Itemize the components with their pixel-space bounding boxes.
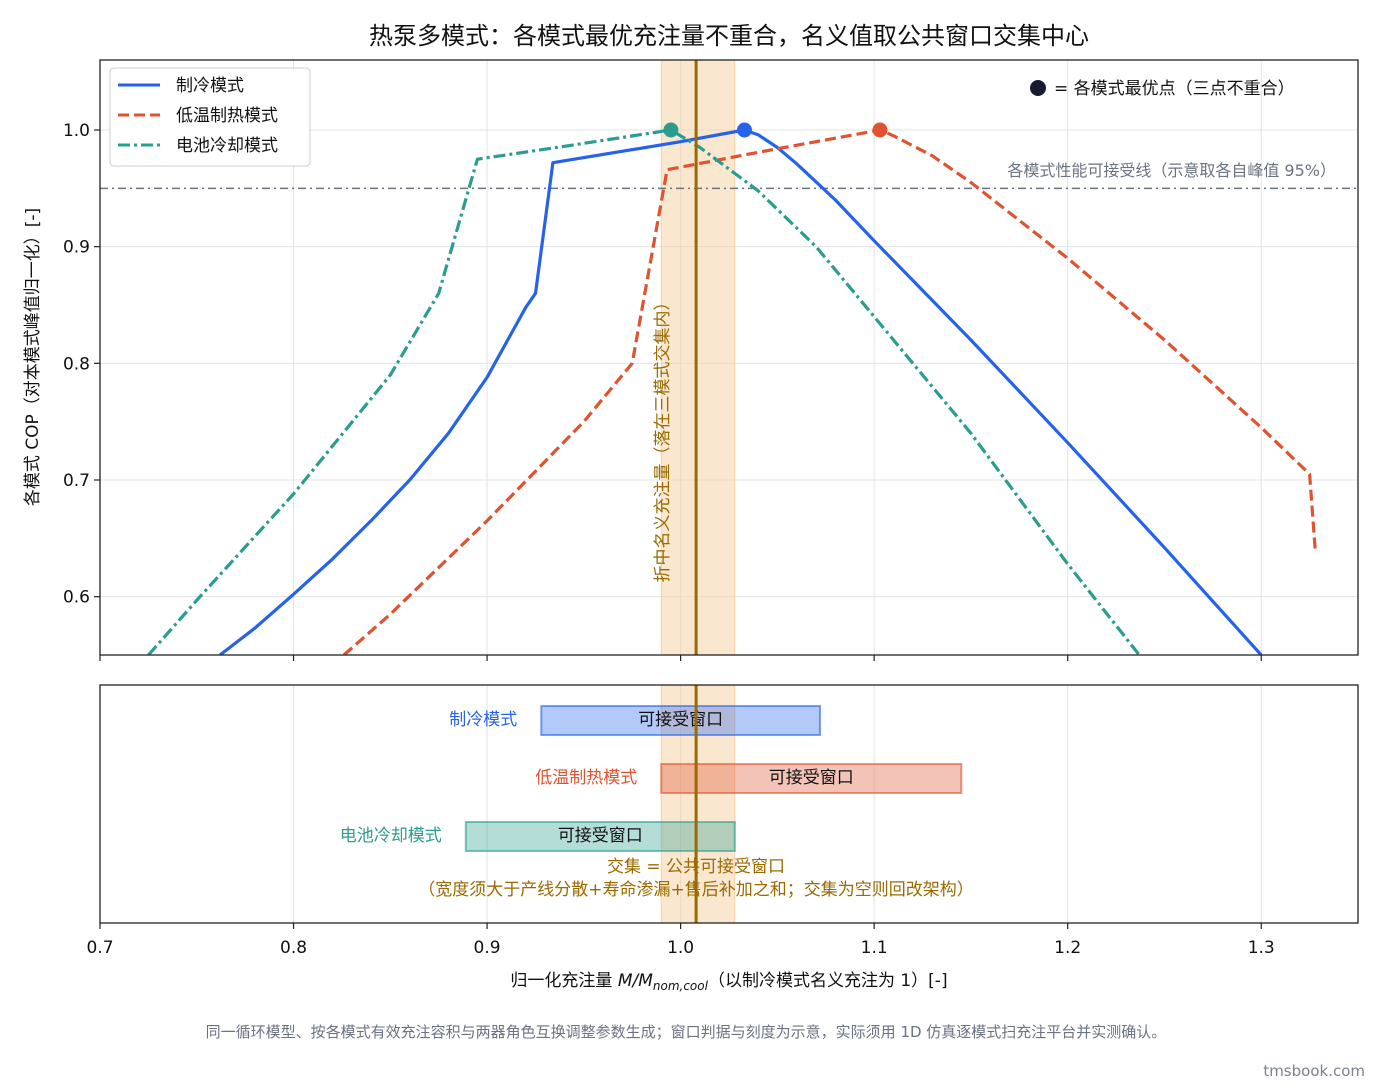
x-tick-label-0: 0.7 (86, 938, 113, 958)
optimum-cooling (736, 122, 752, 138)
curve-cooling (219, 128, 1263, 655)
legend-label-battery: 电池冷却模式 (176, 136, 278, 156)
intersection-band-bottom (660, 685, 736, 923)
window-bar-heating (660, 763, 963, 794)
nominal-label: 折中名义充注量（落在三模式交集内） (653, 294, 673, 583)
top-y-axis-label: 各模式 COP（对本模式峰值归一化）[-] (23, 208, 43, 506)
bottom-axes-frame (99, 684, 1359, 924)
watermark: tmsbook.com (1263, 1062, 1365, 1080)
window-label-cooling: 可接受窗口 (638, 710, 723, 730)
y-tick-label-2: 0.8 (63, 354, 90, 374)
window-mode-label-battery: 电池冷却模式 (340, 826, 442, 846)
footnote: 同一循环模型、按各模式有效充注容积与两器角色互换调整参数生成；窗口判据与刻度为示… (206, 1023, 1167, 1041)
x-tick-label-5: 1.2 (1054, 938, 1081, 958)
intersection-label: 交集 = 公共可接受窗口 (607, 857, 785, 877)
top-x-ticks (99, 655, 1262, 661)
optimum-legend-label: = 各模式最优点（三点不重合） (1054, 79, 1295, 99)
x-axis-label: 归一化充注量 M/Mnom,cool（以制冷模式名义充注为 1）[-] (510, 971, 947, 993)
bottom-gridlines (99, 685, 1262, 923)
y-tick-label-1: 0.7 (63, 471, 90, 491)
window-label-battery: 可接受窗口 (558, 826, 643, 846)
x-tick-label-6: 1.3 (1248, 938, 1275, 958)
legend: 制冷模式 低温制热模式 电池冷却模式 (109, 67, 311, 167)
y-tick-label-0: 0.6 (63, 588, 90, 608)
legend-label-heating: 低温制热模式 (176, 106, 278, 126)
window-mode-label-heating: 低温制热模式 (535, 768, 637, 788)
window-mode-label-cooling: 制冷模式 (449, 710, 517, 730)
top-y-ticks: 0.6 0.7 0.8 0.9 1.0 (63, 121, 100, 608)
top-panel: 各模式性能可接受线（示意取各自峰值 95%） 折中名义充注量（落在三模式交集内）… (23, 59, 1359, 661)
intersection-note: （宽度须大于产线分散+寿命渗漏+售后补加之和；交集为空则回改架构） (418, 880, 974, 900)
bottom-x-ticks: 0.7 0.8 0.9 1.0 1.1 1.2 1.3 (86, 923, 1275, 958)
window-label-heating: 可接受窗口 (769, 768, 854, 788)
y-tick-label-3: 0.9 (63, 238, 90, 258)
optimum-battery (663, 122, 679, 138)
window-bar-cooling (540, 705, 821, 736)
y-tick-label-4: 1.0 (63, 121, 90, 141)
threshold-label: 各模式性能可接受线（示意取各自峰值 95%） (1007, 161, 1336, 180)
optimum-heating (872, 122, 888, 138)
curve-heating (342, 128, 1317, 655)
x-tick-label-2: 0.9 (474, 938, 501, 958)
curve-battery (147, 128, 1141, 655)
optimum-points (663, 122, 888, 138)
x-tick-label-3: 1.0 (667, 938, 694, 958)
chart-title: 热泵多模式：各模式最优充注量不重合，名义值取公共窗口交集中心 (369, 22, 1089, 50)
top-axes-frame (99, 59, 1359, 656)
window-bar-battery (464, 821, 736, 852)
x-tick-label-1: 0.8 (280, 938, 307, 958)
x-tick-label-4: 1.1 (861, 938, 888, 958)
legend-box (109, 67, 311, 167)
optimum-legend-dot (1030, 80, 1046, 96)
legend-label-cooling: 制冷模式 (176, 76, 244, 96)
